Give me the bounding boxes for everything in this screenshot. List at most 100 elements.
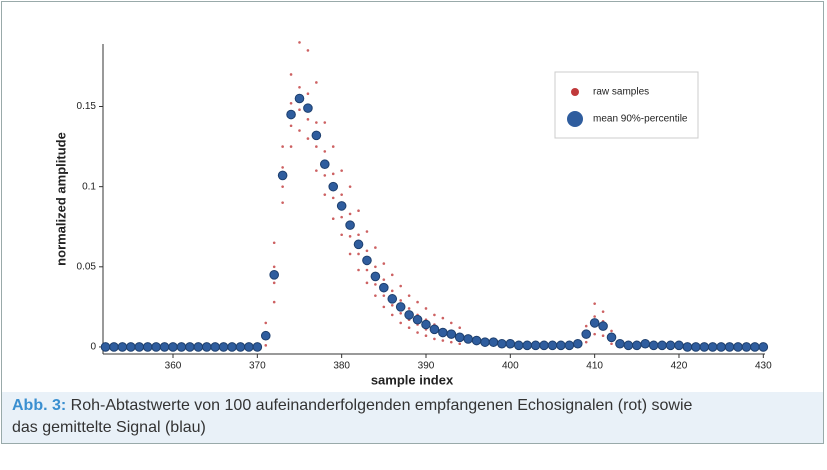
mean-point xyxy=(674,340,684,351)
y-axis-label: normalized amplitude xyxy=(53,132,68,266)
y-tick-label: 0 xyxy=(90,342,96,353)
mean-point xyxy=(640,338,651,349)
mean-point xyxy=(707,342,718,352)
raw-point xyxy=(315,121,318,124)
mean-point xyxy=(117,342,128,352)
mean-point xyxy=(176,342,187,352)
raw-point xyxy=(390,289,394,293)
mean-point xyxy=(716,342,726,352)
raw-point xyxy=(365,230,369,233)
raw-point xyxy=(407,307,411,310)
raw-point xyxy=(458,342,462,346)
mean-point xyxy=(244,342,254,352)
raw-point xyxy=(298,41,301,44)
mean-point xyxy=(218,342,229,352)
raw-point xyxy=(340,169,343,172)
mean-point xyxy=(589,318,600,328)
mean-point xyxy=(539,340,549,351)
raw-point xyxy=(289,102,293,105)
raw-point xyxy=(365,268,369,272)
legend-marker xyxy=(567,111,583,127)
mean-point xyxy=(741,342,752,352)
mean-point xyxy=(345,220,355,230)
mean-point xyxy=(134,342,145,352)
raw-point xyxy=(449,321,453,325)
raw-point xyxy=(416,300,419,304)
caption-background xyxy=(2,392,823,443)
mean-point xyxy=(311,130,322,141)
mean-point xyxy=(319,159,330,170)
raw-point xyxy=(315,169,318,172)
x-tick-label: 390 xyxy=(418,361,435,372)
mean-point xyxy=(665,340,676,351)
raw-point xyxy=(289,145,293,148)
raw-point xyxy=(374,283,377,286)
mean-point xyxy=(362,255,372,266)
mean-point xyxy=(168,342,178,352)
mean-point xyxy=(733,342,743,352)
raw-point xyxy=(331,172,335,176)
mean-point xyxy=(513,340,524,351)
caption-text: Roh-Abtastwerte von 100 aufeinanderfolge… xyxy=(12,397,693,436)
mean-point xyxy=(572,338,583,349)
raw-point xyxy=(374,246,377,249)
raw-point xyxy=(357,209,360,213)
mean-point xyxy=(109,342,119,352)
mean-point xyxy=(429,324,440,335)
raw-point xyxy=(365,281,369,285)
raw-point xyxy=(601,310,605,313)
raw-point xyxy=(365,249,369,253)
mean-point xyxy=(438,327,448,338)
raw-point xyxy=(357,233,360,237)
raw-point xyxy=(390,273,394,277)
mean-point xyxy=(353,239,364,250)
mean-point xyxy=(235,342,246,352)
mean-point xyxy=(294,93,305,104)
mean-point xyxy=(505,338,516,349)
raw-point xyxy=(281,201,284,204)
raw-point xyxy=(306,92,310,95)
mean-point xyxy=(699,342,710,352)
raw-point xyxy=(315,145,318,148)
raw-point xyxy=(458,326,462,330)
raw-point xyxy=(348,252,352,256)
legend-box xyxy=(554,71,699,139)
mean-point xyxy=(404,310,414,320)
raw-point xyxy=(390,313,394,317)
raw-point xyxy=(610,342,613,346)
raw-point xyxy=(298,85,301,89)
mean-point xyxy=(581,329,592,339)
mean-point xyxy=(193,342,204,352)
raw-point xyxy=(441,316,445,320)
mean-point xyxy=(463,334,473,344)
raw-point xyxy=(433,337,436,341)
mean-point xyxy=(252,342,263,352)
legend-marker xyxy=(571,88,579,96)
raw-point xyxy=(399,299,402,302)
raw-point xyxy=(331,145,335,148)
mean-point xyxy=(530,340,541,351)
mean-point xyxy=(657,340,667,351)
raw-point xyxy=(272,241,276,245)
raw-point xyxy=(348,212,352,216)
raw-point xyxy=(433,313,436,317)
raw-point xyxy=(441,339,445,342)
raw-point xyxy=(289,73,293,76)
mean-point xyxy=(488,337,499,347)
raw-point xyxy=(374,294,377,297)
mean-point xyxy=(227,342,237,352)
raw-point xyxy=(298,129,301,132)
raw-point xyxy=(407,326,411,330)
y-tick-label: 0.15 xyxy=(77,101,97,112)
mean-point xyxy=(682,342,693,352)
raw-point xyxy=(315,81,318,84)
mean-point xyxy=(623,340,634,351)
raw-point xyxy=(272,281,276,285)
mean-point xyxy=(201,342,212,352)
mean-point xyxy=(277,170,288,181)
mean-point xyxy=(606,332,617,343)
mean-point xyxy=(632,340,642,351)
mean-point xyxy=(421,319,431,330)
raw-point xyxy=(584,340,588,344)
